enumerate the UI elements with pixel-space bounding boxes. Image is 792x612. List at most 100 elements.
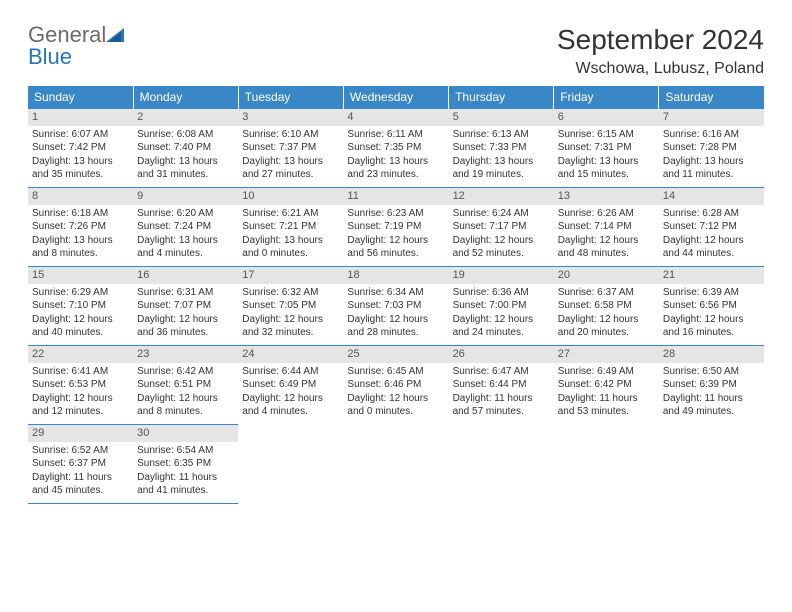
day-content: Sunrise: 6:15 AMSunset: 7:31 PMDaylight:… bbox=[554, 126, 659, 186]
daylight-text-1: Daylight: 13 hours bbox=[663, 155, 760, 169]
daylight-text-1: Daylight: 12 hours bbox=[347, 392, 444, 406]
daylight-text-1: Daylight: 12 hours bbox=[663, 313, 760, 327]
sunset-text: Sunset: 6:44 PM bbox=[453, 378, 550, 392]
sunset-text: Sunset: 7:40 PM bbox=[137, 141, 234, 155]
sunset-text: Sunset: 6:42 PM bbox=[558, 378, 655, 392]
day-number: 23 bbox=[133, 346, 238, 363]
daylight-text-1: Daylight: 12 hours bbox=[32, 392, 129, 406]
weekday-header-row: Sunday Monday Tuesday Wednesday Thursday… bbox=[28, 86, 764, 109]
sunset-text: Sunset: 6:46 PM bbox=[347, 378, 444, 392]
sunrise-text: Sunrise: 6:11 AM bbox=[347, 128, 444, 142]
calendar-cell: 8Sunrise: 6:18 AMSunset: 7:26 PMDaylight… bbox=[28, 188, 133, 267]
daylight-text-2: and 15 minutes. bbox=[558, 168, 655, 182]
day-content: Sunrise: 6:47 AMSunset: 6:44 PMDaylight:… bbox=[449, 363, 554, 423]
daylight-text-1: Daylight: 11 hours bbox=[558, 392, 655, 406]
daylight-text-1: Daylight: 13 hours bbox=[242, 155, 339, 169]
calendar-cell: 23Sunrise: 6:42 AMSunset: 6:51 PMDayligh… bbox=[133, 346, 238, 425]
sunrise-text: Sunrise: 6:18 AM bbox=[32, 207, 129, 221]
daylight-text-2: and 8 minutes. bbox=[137, 405, 234, 419]
daylight-text-1: Daylight: 12 hours bbox=[347, 234, 444, 248]
sunset-text: Sunset: 7:17 PM bbox=[453, 220, 550, 234]
calendar-cell bbox=[238, 425, 343, 504]
sunset-text: Sunset: 6:39 PM bbox=[663, 378, 760, 392]
daylight-text-1: Daylight: 13 hours bbox=[32, 234, 129, 248]
day-number: 3 bbox=[238, 109, 343, 126]
day-number: 6 bbox=[554, 109, 659, 126]
calendar-cell: 12Sunrise: 6:24 AMSunset: 7:17 PMDayligh… bbox=[449, 188, 554, 267]
day-content: Sunrise: 6:28 AMSunset: 7:12 PMDaylight:… bbox=[659, 205, 764, 265]
sunset-text: Sunset: 7:19 PM bbox=[347, 220, 444, 234]
calendar-row: 29Sunrise: 6:52 AMSunset: 6:37 PMDayligh… bbox=[28, 425, 764, 504]
day-content: Sunrise: 6:44 AMSunset: 6:49 PMDaylight:… bbox=[238, 363, 343, 423]
sunrise-text: Sunrise: 6:13 AM bbox=[453, 128, 550, 142]
day-content: Sunrise: 6:41 AMSunset: 6:53 PMDaylight:… bbox=[28, 363, 133, 423]
calendar-row: 22Sunrise: 6:41 AMSunset: 6:53 PMDayligh… bbox=[28, 346, 764, 425]
location: Wschowa, Lubusz, Poland bbox=[557, 60, 764, 78]
sunset-text: Sunset: 7:05 PM bbox=[242, 299, 339, 313]
daylight-text-1: Daylight: 11 hours bbox=[32, 471, 129, 485]
daylight-text-1: Daylight: 12 hours bbox=[137, 392, 234, 406]
daylight-text-2: and 35 minutes. bbox=[32, 168, 129, 182]
day-number: 28 bbox=[659, 346, 764, 363]
day-content: Sunrise: 6:32 AMSunset: 7:05 PMDaylight:… bbox=[238, 284, 343, 344]
daylight-text-1: Daylight: 13 hours bbox=[453, 155, 550, 169]
sunrise-text: Sunrise: 6:47 AM bbox=[453, 365, 550, 379]
sunset-text: Sunset: 7:31 PM bbox=[558, 141, 655, 155]
calendar-cell: 9Sunrise: 6:20 AMSunset: 7:24 PMDaylight… bbox=[133, 188, 238, 267]
sunrise-text: Sunrise: 6:20 AM bbox=[137, 207, 234, 221]
sunrise-text: Sunrise: 6:32 AM bbox=[242, 286, 339, 300]
day-number: 26 bbox=[449, 346, 554, 363]
daylight-text-2: and 36 minutes. bbox=[137, 326, 234, 340]
sunrise-text: Sunrise: 6:26 AM bbox=[558, 207, 655, 221]
sunrise-text: Sunrise: 6:15 AM bbox=[558, 128, 655, 142]
daylight-text-1: Daylight: 11 hours bbox=[137, 471, 234, 485]
sunrise-text: Sunrise: 6:42 AM bbox=[137, 365, 234, 379]
daylight-text-1: Daylight: 12 hours bbox=[453, 313, 550, 327]
day-number: 16 bbox=[133, 267, 238, 284]
weekday-header: Thursday bbox=[449, 86, 554, 109]
day-number: 24 bbox=[238, 346, 343, 363]
calendar-cell: 14Sunrise: 6:28 AMSunset: 7:12 PMDayligh… bbox=[659, 188, 764, 267]
calendar-cell: 19Sunrise: 6:36 AMSunset: 7:00 PMDayligh… bbox=[449, 267, 554, 346]
daylight-text-2: and 19 minutes. bbox=[453, 168, 550, 182]
daylight-text-2: and 31 minutes. bbox=[137, 168, 234, 182]
daylight-text-2: and 57 minutes. bbox=[453, 405, 550, 419]
daylight-text-2: and 32 minutes. bbox=[242, 326, 339, 340]
day-number: 14 bbox=[659, 188, 764, 205]
daylight-text-1: Daylight: 13 hours bbox=[558, 155, 655, 169]
weekday-header: Friday bbox=[554, 86, 659, 109]
calendar-cell: 2Sunrise: 6:08 AMSunset: 7:40 PMDaylight… bbox=[133, 109, 238, 188]
sunset-text: Sunset: 6:58 PM bbox=[558, 299, 655, 313]
daylight-text-1: Daylight: 12 hours bbox=[558, 313, 655, 327]
sunrise-text: Sunrise: 6:10 AM bbox=[242, 128, 339, 142]
daylight-text-2: and 11 minutes. bbox=[663, 168, 760, 182]
calendar-cell: 27Sunrise: 6:49 AMSunset: 6:42 PMDayligh… bbox=[554, 346, 659, 425]
day-content: Sunrise: 6:20 AMSunset: 7:24 PMDaylight:… bbox=[133, 205, 238, 265]
calendar-table: Sunday Monday Tuesday Wednesday Thursday… bbox=[28, 86, 764, 504]
day-number: 17 bbox=[238, 267, 343, 284]
day-content: Sunrise: 6:08 AMSunset: 7:40 PMDaylight:… bbox=[133, 126, 238, 186]
day-number: 20 bbox=[554, 267, 659, 284]
sunrise-text: Sunrise: 6:34 AM bbox=[347, 286, 444, 300]
day-content: Sunrise: 6:54 AMSunset: 6:35 PMDaylight:… bbox=[133, 442, 238, 502]
calendar-cell: 3Sunrise: 6:10 AMSunset: 7:37 PMDaylight… bbox=[238, 109, 343, 188]
sunrise-text: Sunrise: 6:49 AM bbox=[558, 365, 655, 379]
daylight-text-2: and 4 minutes. bbox=[137, 247, 234, 261]
weekday-header: Sunday bbox=[28, 86, 133, 109]
day-number: 29 bbox=[28, 425, 133, 442]
daylight-text-2: and 40 minutes. bbox=[32, 326, 129, 340]
day-content: Sunrise: 6:21 AMSunset: 7:21 PMDaylight:… bbox=[238, 205, 343, 265]
day-content: Sunrise: 6:45 AMSunset: 6:46 PMDaylight:… bbox=[343, 363, 448, 423]
weekday-header: Monday bbox=[133, 86, 238, 109]
daylight-text-2: and 24 minutes. bbox=[453, 326, 550, 340]
sunset-text: Sunset: 7:14 PM bbox=[558, 220, 655, 234]
sunrise-text: Sunrise: 6:50 AM bbox=[663, 365, 760, 379]
sunrise-text: Sunrise: 6:29 AM bbox=[32, 286, 129, 300]
day-number: 30 bbox=[133, 425, 238, 442]
sunset-text: Sunset: 7:21 PM bbox=[242, 220, 339, 234]
daylight-text-2: and 27 minutes. bbox=[242, 168, 339, 182]
daylight-text-2: and 49 minutes. bbox=[663, 405, 760, 419]
day-content: Sunrise: 6:13 AMSunset: 7:33 PMDaylight:… bbox=[449, 126, 554, 186]
sunset-text: Sunset: 7:12 PM bbox=[663, 220, 760, 234]
day-content: Sunrise: 6:52 AMSunset: 6:37 PMDaylight:… bbox=[28, 442, 133, 502]
